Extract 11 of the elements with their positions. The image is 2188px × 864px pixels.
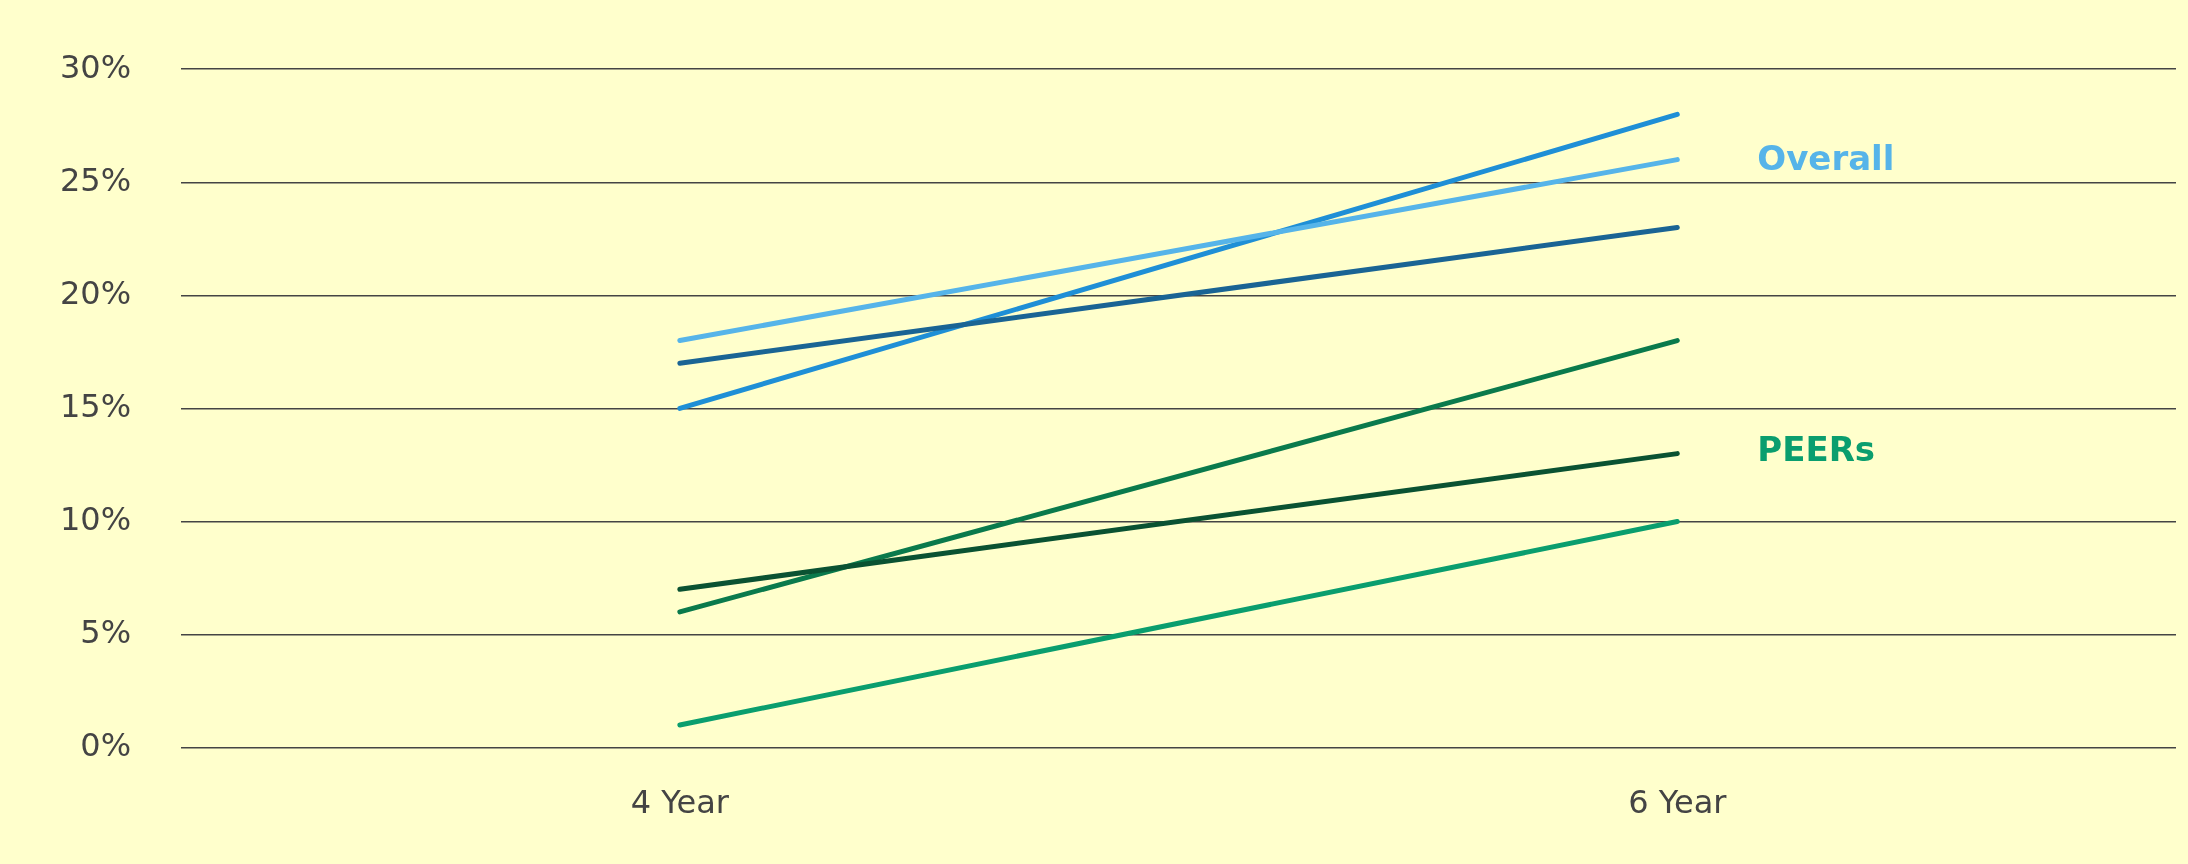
annotation: Overall	[1757, 137, 1895, 178]
y-tick-label: 30%	[60, 47, 132, 86]
y-tick-label: 25%	[60, 160, 132, 199]
x-tick-label: 4 Year	[630, 783, 730, 822]
y-tick-label: 10%	[60, 499, 132, 538]
annotation: PEERs	[1757, 429, 1876, 470]
y-tick-label: 15%	[60, 386, 132, 425]
y-tick-label: 5%	[80, 612, 132, 651]
x-tick-label: 6 Year	[1628, 783, 1728, 822]
y-tick-label: 0%	[80, 725, 132, 764]
y-tick-label: 20%	[60, 273, 132, 312]
